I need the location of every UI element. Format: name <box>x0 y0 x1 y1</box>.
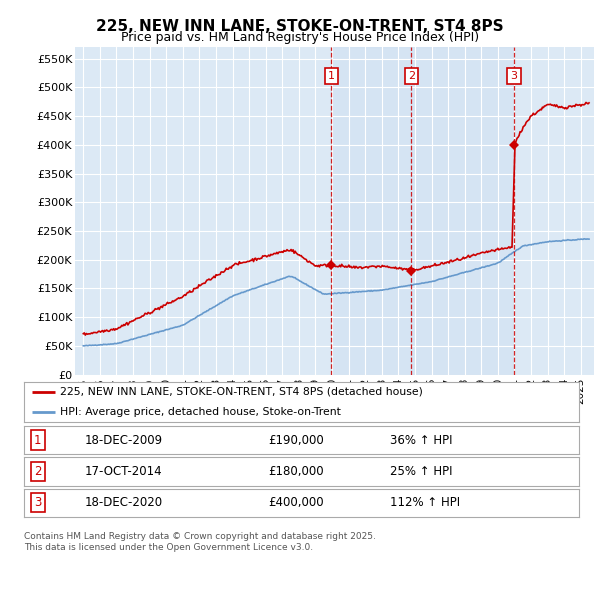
Text: £180,000: £180,000 <box>268 465 324 478</box>
Text: 36% ↑ HPI: 36% ↑ HPI <box>391 434 453 447</box>
Text: Price paid vs. HM Land Registry's House Price Index (HPI): Price paid vs. HM Land Registry's House … <box>121 31 479 44</box>
Text: 25% ↑ HPI: 25% ↑ HPI <box>391 465 453 478</box>
Text: 17-OCT-2014: 17-OCT-2014 <box>85 465 163 478</box>
Bar <box>331 47 514 375</box>
Text: 225, NEW INN LANE, STOKE-ON-TRENT, ST4 8PS (detached house): 225, NEW INN LANE, STOKE-ON-TRENT, ST4 8… <box>60 387 423 396</box>
Text: 3: 3 <box>510 71 517 81</box>
Text: Contains HM Land Registry data © Crown copyright and database right 2025.
This d: Contains HM Land Registry data © Crown c… <box>24 532 376 552</box>
Text: 2: 2 <box>34 465 41 478</box>
Text: 112% ↑ HPI: 112% ↑ HPI <box>391 496 460 509</box>
Text: 18-DEC-2009: 18-DEC-2009 <box>85 434 163 447</box>
Text: 18-DEC-2020: 18-DEC-2020 <box>85 496 163 509</box>
Text: 3: 3 <box>34 496 41 509</box>
Text: 1: 1 <box>34 434 41 447</box>
Text: 225, NEW INN LANE, STOKE-ON-TRENT, ST4 8PS: 225, NEW INN LANE, STOKE-ON-TRENT, ST4 8… <box>96 19 504 34</box>
Text: 2: 2 <box>408 71 415 81</box>
Text: 1: 1 <box>328 71 335 81</box>
Text: £400,000: £400,000 <box>268 496 324 509</box>
Text: £190,000: £190,000 <box>268 434 324 447</box>
Text: HPI: Average price, detached house, Stoke-on-Trent: HPI: Average price, detached house, Stok… <box>60 407 341 417</box>
